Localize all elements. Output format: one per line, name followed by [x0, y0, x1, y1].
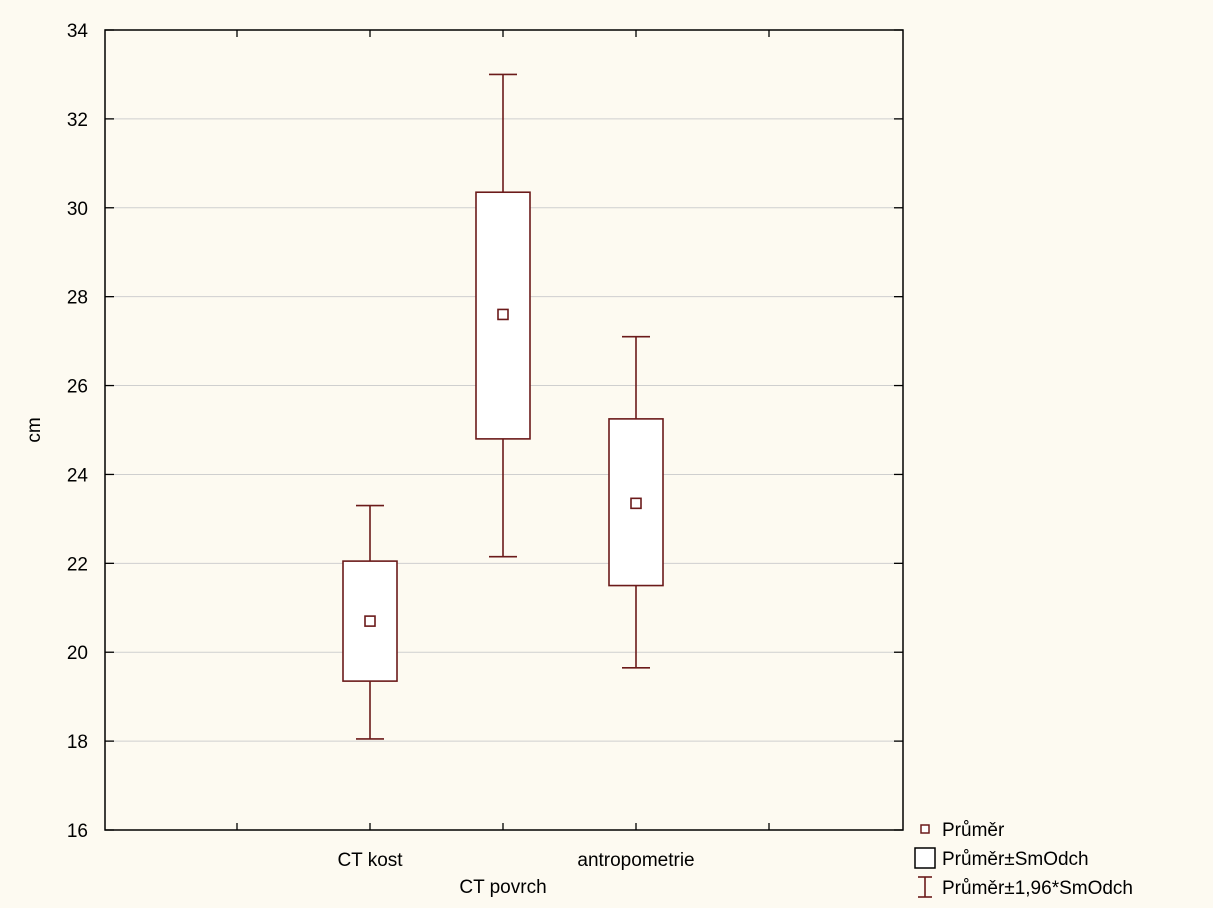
mean-marker-1 — [497, 308, 509, 321]
y-tick-label-5: 26 — [67, 377, 88, 398]
y-axis-label: cm — [24, 417, 45, 442]
box-0 — [342, 504, 398, 740]
legend-item-0: Průměr — [920, 820, 1005, 841]
plot-area-frame — [104, 29, 904, 831]
box-series — [342, 73, 664, 740]
mean-marker-2 — [630, 497, 642, 510]
x-axis: CT kost CT povrch antropometrie — [236, 30, 770, 898]
y-tick-label-3: 22 — [67, 554, 88, 575]
legend-label-0: Průměr — [942, 820, 1005, 841]
y-tick-label-6: 28 — [67, 288, 88, 309]
y-tick-label-0: 16 — [67, 821, 88, 842]
legend-label-1: Průměr±SmOdch — [942, 849, 1089, 870]
x-tick-label-0: CT kost — [337, 850, 403, 871]
legend-label-2: Průměr±1,96*SmOdch — [942, 878, 1133, 899]
legend-mean-symbol — [920, 824, 930, 834]
x-tick-label-2: antropometrie — [577, 850, 694, 871]
y-tick-label-1: 18 — [67, 732, 88, 753]
y-axis: 16 18 20 22 24 26 28 30 32 34 — [67, 21, 903, 842]
y-tick-label-4: 24 — [67, 465, 89, 486]
y-tick-label-2: 20 — [67, 643, 88, 664]
mean-marker-0 — [364, 615, 376, 627]
y-tick-label-8: 32 — [67, 110, 88, 131]
y-tick-label-7: 30 — [67, 199, 88, 220]
box-1 — [475, 73, 531, 558]
box-2 — [608, 335, 664, 669]
y-tick-label-9: 34 — [67, 21, 89, 42]
x-tick-label-1: CT povrch — [459, 877, 546, 898]
legend-item-2: Průměr±1,96*SmOdch — [918, 876, 1133, 899]
legend-box-symbol — [914, 847, 936, 869]
legend: Průměr Průměr±SmOdch Průměr±1,96*SmOdch — [914, 820, 1133, 899]
legend-item-1: Průměr±SmOdch — [914, 847, 1089, 870]
